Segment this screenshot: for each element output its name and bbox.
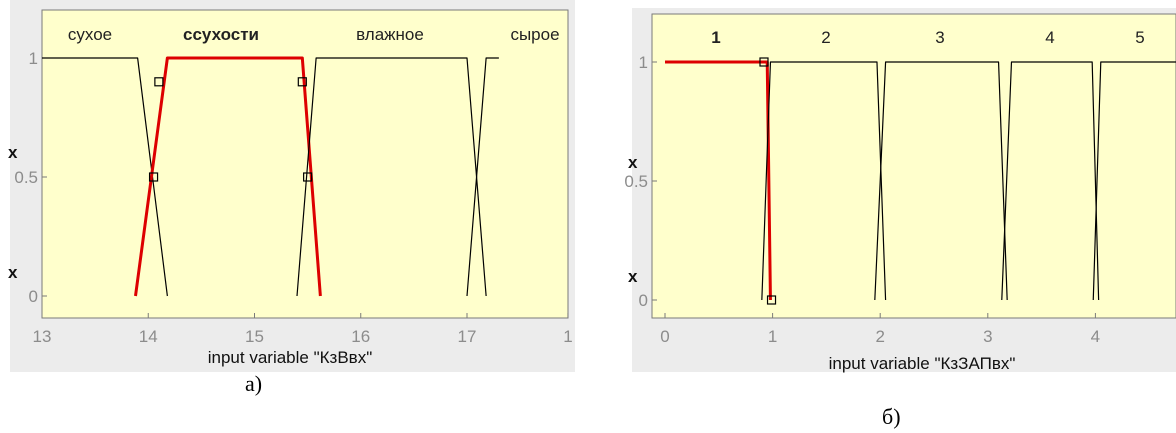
x-tick-label: 15: [245, 327, 264, 346]
mf-label: влажное: [356, 25, 424, 44]
mf-line-0: [42, 57, 168, 297]
mf-line-4: [1092, 61, 1176, 301]
x-tick-label: 17: [458, 327, 477, 346]
x-tick-label: 3: [983, 327, 992, 346]
mf-label: 4: [1045, 28, 1054, 47]
selection-handle: [154, 77, 164, 87]
x-tick-label: 13: [33, 327, 52, 346]
x-tick-label: 1: [563, 327, 572, 346]
mf-line-1: [761, 61, 887, 301]
y-tick-label: 1: [29, 49, 38, 68]
mf-label: 1: [711, 28, 720, 47]
panel-a: 1 0.5 0 13 14 15 16 17 1 x x сухое ссухости влажное сы…: [8, 0, 575, 396]
y-tick-label: 0: [639, 291, 648, 310]
plot-area: [41, 9, 569, 319]
x-tick-label: 16: [351, 327, 370, 346]
y-tick-label: 0.5: [624, 172, 648, 191]
selection-handle: [303, 172, 313, 182]
mf-label: 3: [935, 28, 944, 47]
y-tick-label: 0: [29, 287, 38, 306]
x-tick-label: 1: [768, 327, 777, 346]
ylabel-fragment: x: [628, 153, 638, 172]
y-tick-label: 0.5: [14, 168, 38, 187]
selection-handle: [148, 172, 159, 182]
mf-label: ссухости: [183, 25, 259, 44]
x-tick-label: 0: [660, 327, 669, 346]
x-tick-label: 4: [1091, 327, 1100, 346]
mf-label: сырое: [510, 25, 559, 44]
caption-b: б): [882, 404, 901, 429]
ylabel-fragment: x: [8, 263, 18, 282]
membership-plot-b: 1 0.5 00 1 2 3 4 x х 1 2 3 4 5 input variable "КзЗАПвх…: [624, 13, 1176, 373]
mf-line-2: [874, 61, 1008, 301]
y-tick-label: 1: [639, 53, 648, 72]
caption-a: а): [245, 371, 263, 396]
mf-label: сухое: [68, 25, 112, 44]
mf-line-3: [466, 57, 499, 297]
mf-line-3: [1001, 61, 1100, 301]
mf-line-0: [665, 60, 772, 301]
ylabel-fragment: х: [628, 267, 638, 286]
x-axis-label: input variable "КзЗАПвх": [829, 354, 1016, 373]
membership-plot-a: 1 0.5 0 13 14 15 16 17 1 x x сухое ссухости влажное сы…: [8, 9, 573, 367]
x-tick-label: 14: [139, 327, 158, 346]
panel-b: 1 0.5 0 0 1 2 3 4 x х 1 2 3 4 5 input variable "КзЗАПвх…: [600, 0, 1176, 433]
selection-handle: [766, 295, 777, 305]
selection-handle: [297, 77, 307, 87]
x-axis-label: input variable "КзВвх": [208, 348, 372, 367]
selection-handle: [759, 57, 769, 67]
x-tick-label: 2: [875, 327, 884, 346]
mf-label: 5: [1135, 28, 1144, 47]
mf-label: 2: [821, 28, 830, 47]
ylabel-fragment: x: [8, 143, 18, 162]
plot-area: [651, 13, 1176, 319]
